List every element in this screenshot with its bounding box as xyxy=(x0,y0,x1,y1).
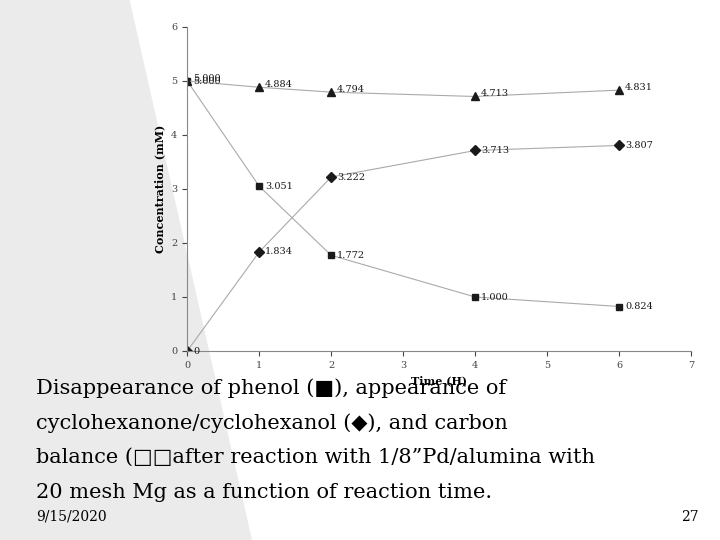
Text: 4.884: 4.884 xyxy=(265,80,293,89)
Polygon shape xyxy=(0,0,252,540)
Text: 20 mesh Mg as a function of reaction time.: 20 mesh Mg as a function of reaction tim… xyxy=(36,483,492,502)
Text: 5.000: 5.000 xyxy=(193,77,220,85)
Text: 4.713: 4.713 xyxy=(481,89,509,98)
Text: cyclohexanone/cyclohexanol (◆), and carbon: cyclohexanone/cyclohexanol (◆), and carb… xyxy=(36,413,508,433)
Text: Disappearance of phenol (■), appearance of: Disappearance of phenol (■), appearance … xyxy=(36,378,506,397)
Text: balance (□□after reaction with 1/8”Pd/alumina with: balance (□□after reaction with 1/8”Pd/al… xyxy=(36,448,595,467)
Text: 3.222: 3.222 xyxy=(337,172,365,181)
Text: 5.000: 5.000 xyxy=(193,74,220,83)
Text: 4.794: 4.794 xyxy=(337,85,365,94)
Text: 1.834: 1.834 xyxy=(265,247,293,256)
Text: 27: 27 xyxy=(681,510,698,524)
Text: 3.807: 3.807 xyxy=(625,141,653,150)
Text: 3.051: 3.051 xyxy=(265,182,293,191)
Text: 3.713: 3.713 xyxy=(481,146,509,155)
Text: 0.824: 0.824 xyxy=(625,302,653,311)
X-axis label: Time (H): Time (H) xyxy=(411,375,467,386)
Text: 1.772: 1.772 xyxy=(337,251,365,260)
Text: 0: 0 xyxy=(193,347,199,355)
Y-axis label: Concentration (mM): Concentration (mM) xyxy=(155,125,166,253)
Text: 9/15/2020: 9/15/2020 xyxy=(36,510,107,524)
Text: 4.831: 4.831 xyxy=(625,83,653,92)
Text: 1.000: 1.000 xyxy=(481,293,509,301)
